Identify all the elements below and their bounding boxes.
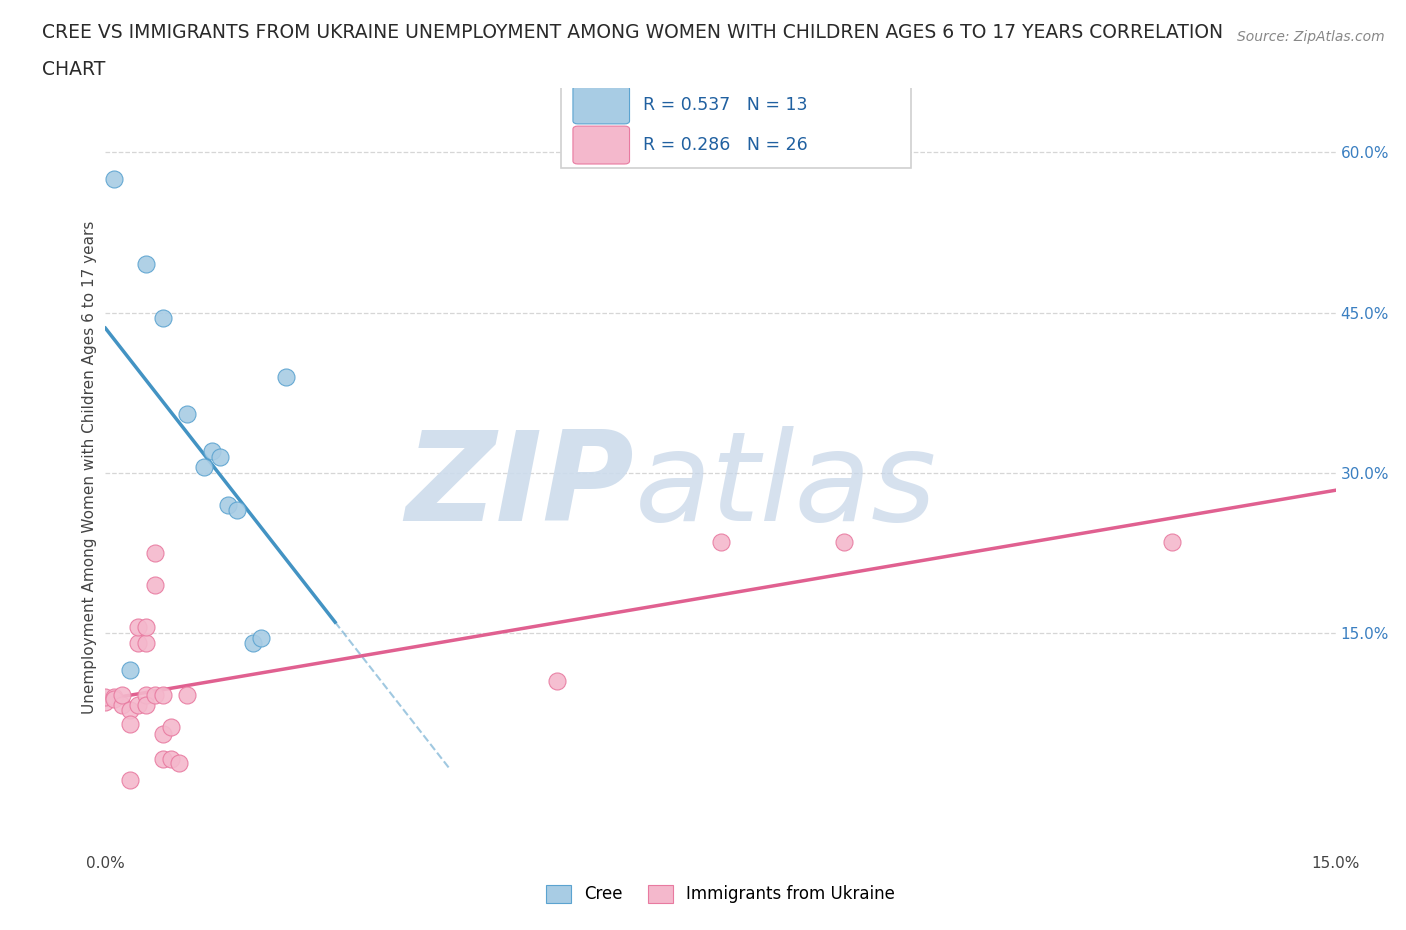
Text: CREE VS IMMIGRANTS FROM UKRAINE UNEMPLOYMENT AMONG WOMEN WITH CHILDREN AGES 6 TO: CREE VS IMMIGRANTS FROM UKRAINE UNEMPLOY…: [42, 23, 1223, 42]
Point: [111, 687, 134, 702]
Point: [120, 773, 141, 788]
Point: [135, 636, 157, 651]
Point: [274, 369, 297, 384]
Text: ZIP: ZIP: [406, 426, 634, 547]
Point: [152, 687, 174, 702]
Point: [250, 631, 273, 645]
FancyBboxPatch shape: [561, 81, 911, 168]
Text: Source: ZipAtlas.com: Source: ZipAtlas.com: [1237, 30, 1385, 44]
Point: [152, 751, 174, 766]
Point: [176, 406, 198, 421]
Point: [1160, 535, 1182, 550]
Point: [103, 172, 125, 187]
Point: [94, 695, 117, 710]
Point: [546, 673, 568, 688]
Point: [710, 535, 733, 550]
Point: [176, 687, 198, 702]
Y-axis label: Unemployment Among Women with Children Ages 6 to 17 years: Unemployment Among Women with Children A…: [82, 220, 97, 714]
Point: [127, 620, 149, 635]
Text: R = 0.286   N = 26: R = 0.286 N = 26: [643, 136, 808, 154]
Point: [832, 535, 855, 550]
Point: [135, 698, 157, 712]
Point: [120, 716, 141, 731]
Point: [135, 687, 157, 702]
Point: [120, 663, 141, 678]
Point: [160, 719, 183, 734]
Point: [103, 689, 125, 704]
Point: [143, 545, 166, 560]
Point: [143, 687, 166, 702]
Point: [103, 692, 125, 707]
Point: [242, 636, 264, 651]
Text: R = 0.537   N = 13: R = 0.537 N = 13: [643, 96, 807, 114]
Text: CHART: CHART: [42, 60, 105, 79]
Point: [218, 498, 240, 512]
Point: [201, 444, 224, 458]
Point: [127, 636, 149, 651]
Point: [135, 620, 157, 635]
Point: [143, 578, 166, 592]
Point: [193, 460, 215, 475]
Text: atlas: atlas: [634, 426, 936, 547]
FancyBboxPatch shape: [574, 126, 630, 164]
FancyBboxPatch shape: [574, 86, 630, 124]
Point: [111, 698, 134, 712]
Point: [209, 449, 232, 464]
Point: [152, 726, 174, 741]
Point: [120, 702, 141, 717]
Point: [169, 755, 191, 770]
Point: [135, 257, 157, 272]
Point: [152, 311, 174, 325]
Legend: Cree, Immigrants from Ukraine: Cree, Immigrants from Ukraine: [540, 878, 901, 910]
Point: [160, 751, 183, 766]
Point: [225, 502, 247, 517]
Point: [94, 689, 117, 704]
Point: [127, 698, 149, 712]
